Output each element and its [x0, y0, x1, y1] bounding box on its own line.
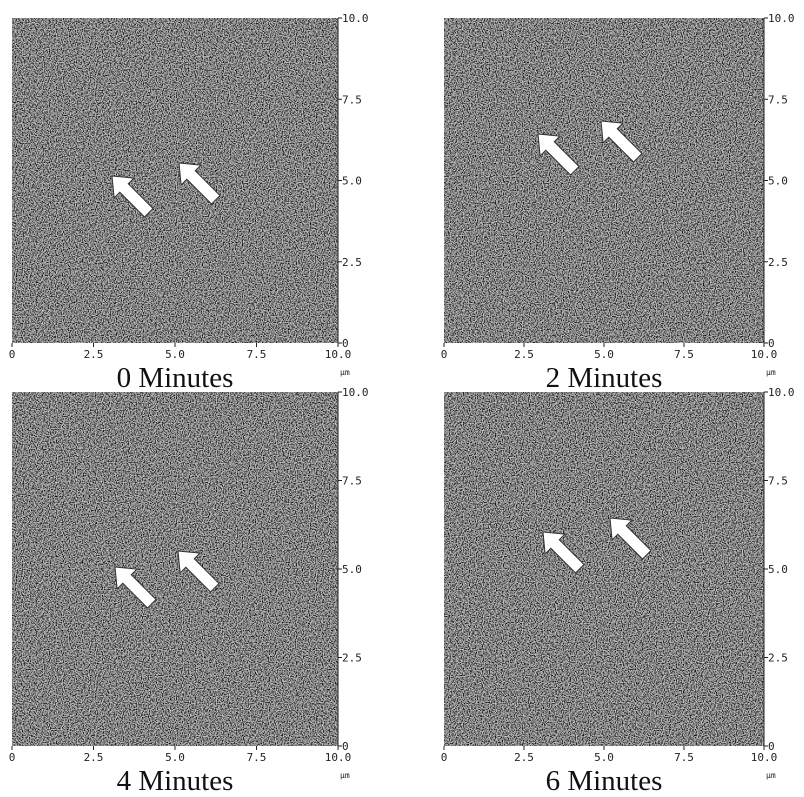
y-tick-label: 2.5 [768, 256, 788, 269]
arrow [609, 517, 652, 560]
x-tick-label: 10.0 [751, 751, 778, 764]
x-tick-label: 7.5 [674, 348, 694, 361]
unit-label: μm [340, 368, 350, 377]
x-tick-label: 0 [441, 751, 448, 764]
y-tick-label: 2.5 [342, 256, 362, 269]
x-tick-label: 5.0 [165, 348, 185, 361]
unit-label: μm [766, 771, 776, 780]
y-tick-label: 10.0 [768, 386, 795, 399]
unit-label: μm [340, 771, 350, 780]
afm-image [12, 18, 338, 343]
x-tick-label: 7.5 [247, 348, 267, 361]
x-tick-label: 5.0 [594, 348, 614, 361]
afm-image [444, 18, 764, 343]
x-tick-label: 2.5 [84, 348, 104, 361]
arrow [542, 531, 585, 574]
afm-image [444, 392, 764, 746]
y-tick-label: 0 [768, 337, 775, 350]
y-tick-label: 7.5 [342, 475, 362, 488]
arrow [177, 550, 220, 593]
y-tick-label: 2.5 [342, 652, 362, 665]
y-tick-label: 0 [342, 740, 349, 753]
y-tick-label: 5.0 [768, 175, 788, 188]
x-tick-label: 10.0 [751, 348, 778, 361]
x-tick-label: 0 [9, 348, 16, 361]
caption: 6 Minutes [546, 765, 663, 797]
y-tick-label: 2.5 [768, 652, 788, 665]
y-tick-label: 10.0 [342, 12, 369, 25]
x-tick-label: 2.5 [84, 751, 104, 764]
y-tick-label: 0 [768, 740, 775, 753]
caption: 2 Minutes [546, 362, 663, 394]
y-tick-label: 5.0 [342, 175, 362, 188]
x-tick-label: 10.0 [325, 751, 352, 764]
x-tick-label: 7.5 [674, 751, 694, 764]
arrow [178, 162, 221, 205]
x-tick-label: 10.0 [325, 348, 352, 361]
unit-label: μm [766, 368, 776, 377]
afm-image [12, 392, 338, 746]
arrow [537, 133, 580, 176]
arrow [114, 566, 157, 609]
x-tick-label: 2.5 [514, 751, 534, 764]
arrow [111, 175, 154, 218]
y-tick-label: 7.5 [768, 93, 788, 106]
x-tick-label: 2.5 [514, 348, 534, 361]
y-tick-label: 10.0 [342, 386, 369, 399]
y-tick-label: 7.5 [342, 93, 362, 106]
y-tick-label: 5.0 [342, 563, 362, 576]
y-tick-label: 5.0 [768, 563, 788, 576]
y-tick-label: 0 [342, 337, 349, 350]
x-tick-label: 5.0 [165, 751, 185, 764]
caption: 4 Minutes [117, 765, 234, 797]
x-tick-label: 0 [441, 348, 448, 361]
y-tick-label: 10.0 [768, 12, 795, 25]
x-tick-label: 5.0 [594, 751, 614, 764]
x-tick-label: 0 [9, 751, 16, 764]
y-tick-label: 7.5 [768, 475, 788, 488]
caption: 0 Minutes [117, 362, 234, 394]
arrow [600, 120, 643, 163]
x-tick-label: 7.5 [247, 751, 267, 764]
